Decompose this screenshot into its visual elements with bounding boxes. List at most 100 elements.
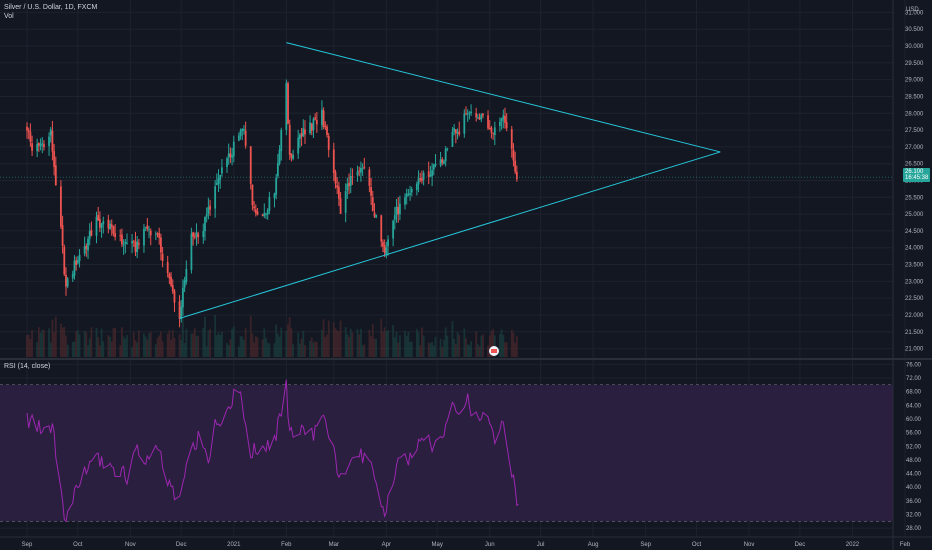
volume-bar (253, 342, 256, 357)
candle-body (134, 241, 137, 252)
volume-bar (475, 331, 478, 357)
candle-body (321, 109, 323, 126)
candle-body (87, 238, 89, 251)
volume-bar (370, 336, 372, 357)
volume-bar (54, 316, 57, 357)
volume-bar (399, 335, 401, 357)
volume-bar (385, 331, 388, 357)
volume-bar (180, 339, 183, 357)
price-tick-label: 23.500 (905, 263, 924, 269)
time-tick-label: Sep (22, 542, 33, 548)
triangle-trendline[interactable] (179, 151, 721, 319)
price-tick-label: 25.000 (905, 212, 924, 218)
volume-bar (419, 345, 422, 357)
candle-body (205, 214, 208, 217)
volume-bar (239, 336, 242, 357)
candle-body (375, 215, 378, 218)
rsi-tick-label: 44.00 (906, 472, 922, 478)
candle-body (119, 235, 122, 237)
volume-bar (63, 326, 66, 357)
candle-body (475, 113, 478, 118)
candle-body (439, 159, 442, 166)
candle-body (160, 237, 162, 253)
volume-bar (443, 339, 445, 357)
volume-bar (327, 320, 330, 357)
candle-body (27, 130, 30, 132)
candle-body (397, 207, 400, 215)
candle-body (470, 111, 472, 114)
candle-body (154, 234, 157, 235)
volume-bar (409, 341, 411, 357)
candle-body (348, 182, 350, 187)
volume-bar (97, 337, 100, 357)
volume-bar (292, 344, 295, 357)
candle-body (65, 274, 67, 287)
candle-body (327, 135, 330, 150)
candle-body (124, 241, 127, 244)
volume-bar (60, 323, 62, 357)
price-tick-label: 27.500 (905, 128, 924, 134)
candle-body (356, 171, 359, 176)
volume-bar (356, 329, 359, 357)
candle-body (371, 197, 374, 211)
candle-body (465, 113, 467, 115)
candle-body (324, 126, 327, 128)
volume-bars (26, 315, 518, 357)
volume-bar (237, 346, 240, 357)
volume-bar (221, 331, 223, 357)
candle-body (363, 167, 366, 169)
last-price-tag: 26.100 16:45:38 (903, 168, 931, 182)
candle-body (158, 233, 161, 238)
time-tick-label: 2022 (846, 542, 860, 548)
candle-body (510, 129, 513, 149)
candle-body (51, 130, 54, 152)
candle-body (237, 135, 240, 141)
volume-bar (98, 345, 101, 357)
candle-body (251, 184, 254, 206)
volume-bar (300, 338, 303, 357)
candle-body (31, 143, 33, 151)
candle-body (273, 193, 276, 199)
volume-bar (515, 335, 518, 357)
candle-body (512, 149, 515, 161)
volume-bar (143, 333, 145, 357)
volume-bar (110, 341, 113, 357)
volume-bar (192, 333, 195, 357)
candle-body (71, 274, 74, 279)
price-tick-label: 30.000 (905, 44, 924, 50)
volume-bar (492, 328, 495, 357)
candle-body (207, 207, 210, 214)
rsi-tick-label: 40.00 (906, 485, 922, 491)
symbol-legend[interactable]: Silver / U.S. Dollar, 1D, FXCM Vol (4, 3, 97, 21)
volume-bar (85, 332, 88, 357)
price-tick-label: 24.500 (905, 229, 924, 235)
candle-body (309, 122, 311, 134)
candle-body (114, 233, 117, 238)
volume-bar (405, 336, 408, 357)
candle-body (170, 276, 172, 286)
triangle-trendline[interactable] (286, 42, 721, 153)
time-tick-label: Feb (281, 542, 292, 548)
volume-bar (158, 335, 161, 357)
trendlines[interactable] (0, 42, 893, 319)
volume-bar (361, 345, 364, 357)
price-tick-label: 22.500 (905, 296, 924, 302)
volume-bar (421, 327, 423, 357)
volume-bar (173, 337, 176, 357)
candle-body (112, 226, 115, 234)
volume-bar (337, 331, 340, 357)
volume-bar (144, 336, 147, 357)
candle-body (148, 229, 150, 231)
volume-bar (39, 332, 42, 357)
candle-body (451, 131, 454, 147)
candle-body (422, 173, 425, 180)
volume-bar (122, 336, 125, 357)
candle-body (373, 212, 376, 217)
candles[interactable] (26, 79, 518, 328)
volume-bar (156, 337, 159, 357)
candle-body (36, 143, 39, 152)
candle-body (131, 241, 133, 244)
rsi-legend[interactable]: RSI (14, close) (4, 362, 50, 371)
volume-bar (160, 331, 162, 357)
